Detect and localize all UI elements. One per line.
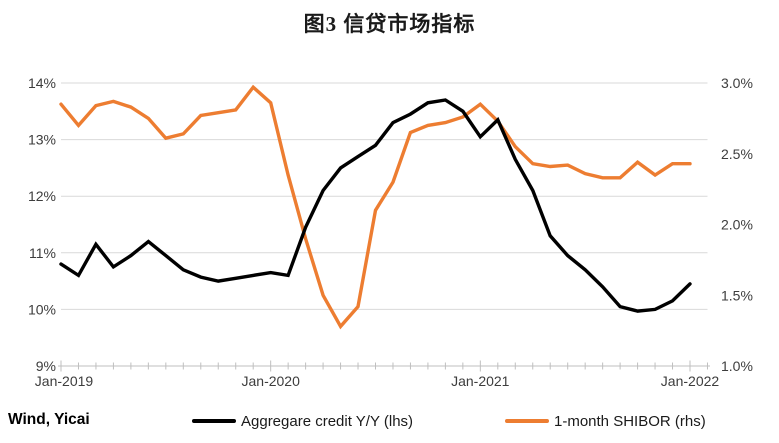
shibor-line-swatch [505, 419, 549, 423]
x-tick-label: Jan-2022 [661, 373, 720, 389]
x-tick-label: Jan-2019 [35, 373, 94, 389]
right-tick-label: 2.0% [721, 217, 753, 233]
left-axis-labels: 14% 13% 12% 11% 10% 9% [28, 75, 56, 374]
shibor-series-line [59, 84, 692, 330]
left-tick-label: 14% [28, 75, 56, 91]
x-tick-label: Jan-2020 [242, 373, 301, 389]
legend: Aggregare credit Y/Y (lhs) 1-month SHIBO… [0, 409, 779, 433]
credit-series-line [59, 98, 692, 313]
left-tick-label: 12% [28, 188, 56, 204]
legend-label-credit: Aggregare credit Y/Y (lhs) [241, 412, 414, 430]
legend-label-shibor: 1-month SHIBOR (rhs) [554, 412, 706, 430]
legend-item-credit: Aggregare credit Y/Y (lhs) [192, 409, 413, 433]
x-axis-labels: Jan-2019 Jan-2020 Jan-2021 Jan-2022 [35, 373, 720, 389]
credit-line-swatch [192, 419, 236, 423]
legend-item-shibor: 1-month SHIBOR (rhs) [505, 409, 706, 433]
source-label: Wind, Yicai [8, 411, 90, 428]
x-tick-label: Jan-2021 [451, 373, 510, 389]
chart-title: 图3 信贷市场指标 [303, 12, 476, 36]
right-tick-label: 1.0% [721, 358, 753, 374]
x-axis [58, 360, 710, 372]
right-axis-labels: 3.0% 2.5% 2.0% 1.5% 1.0% [721, 75, 753, 374]
left-tick-label: 10% [28, 301, 56, 317]
right-tick-label: 3.0% [721, 75, 753, 91]
right-tick-label: 2.5% [721, 146, 753, 162]
right-tick-label: 1.5% [721, 287, 753, 303]
left-tick-label: 13% [28, 132, 56, 148]
left-tick-label: 11% [29, 245, 56, 261]
left-tick-label: 9% [36, 358, 56, 374]
